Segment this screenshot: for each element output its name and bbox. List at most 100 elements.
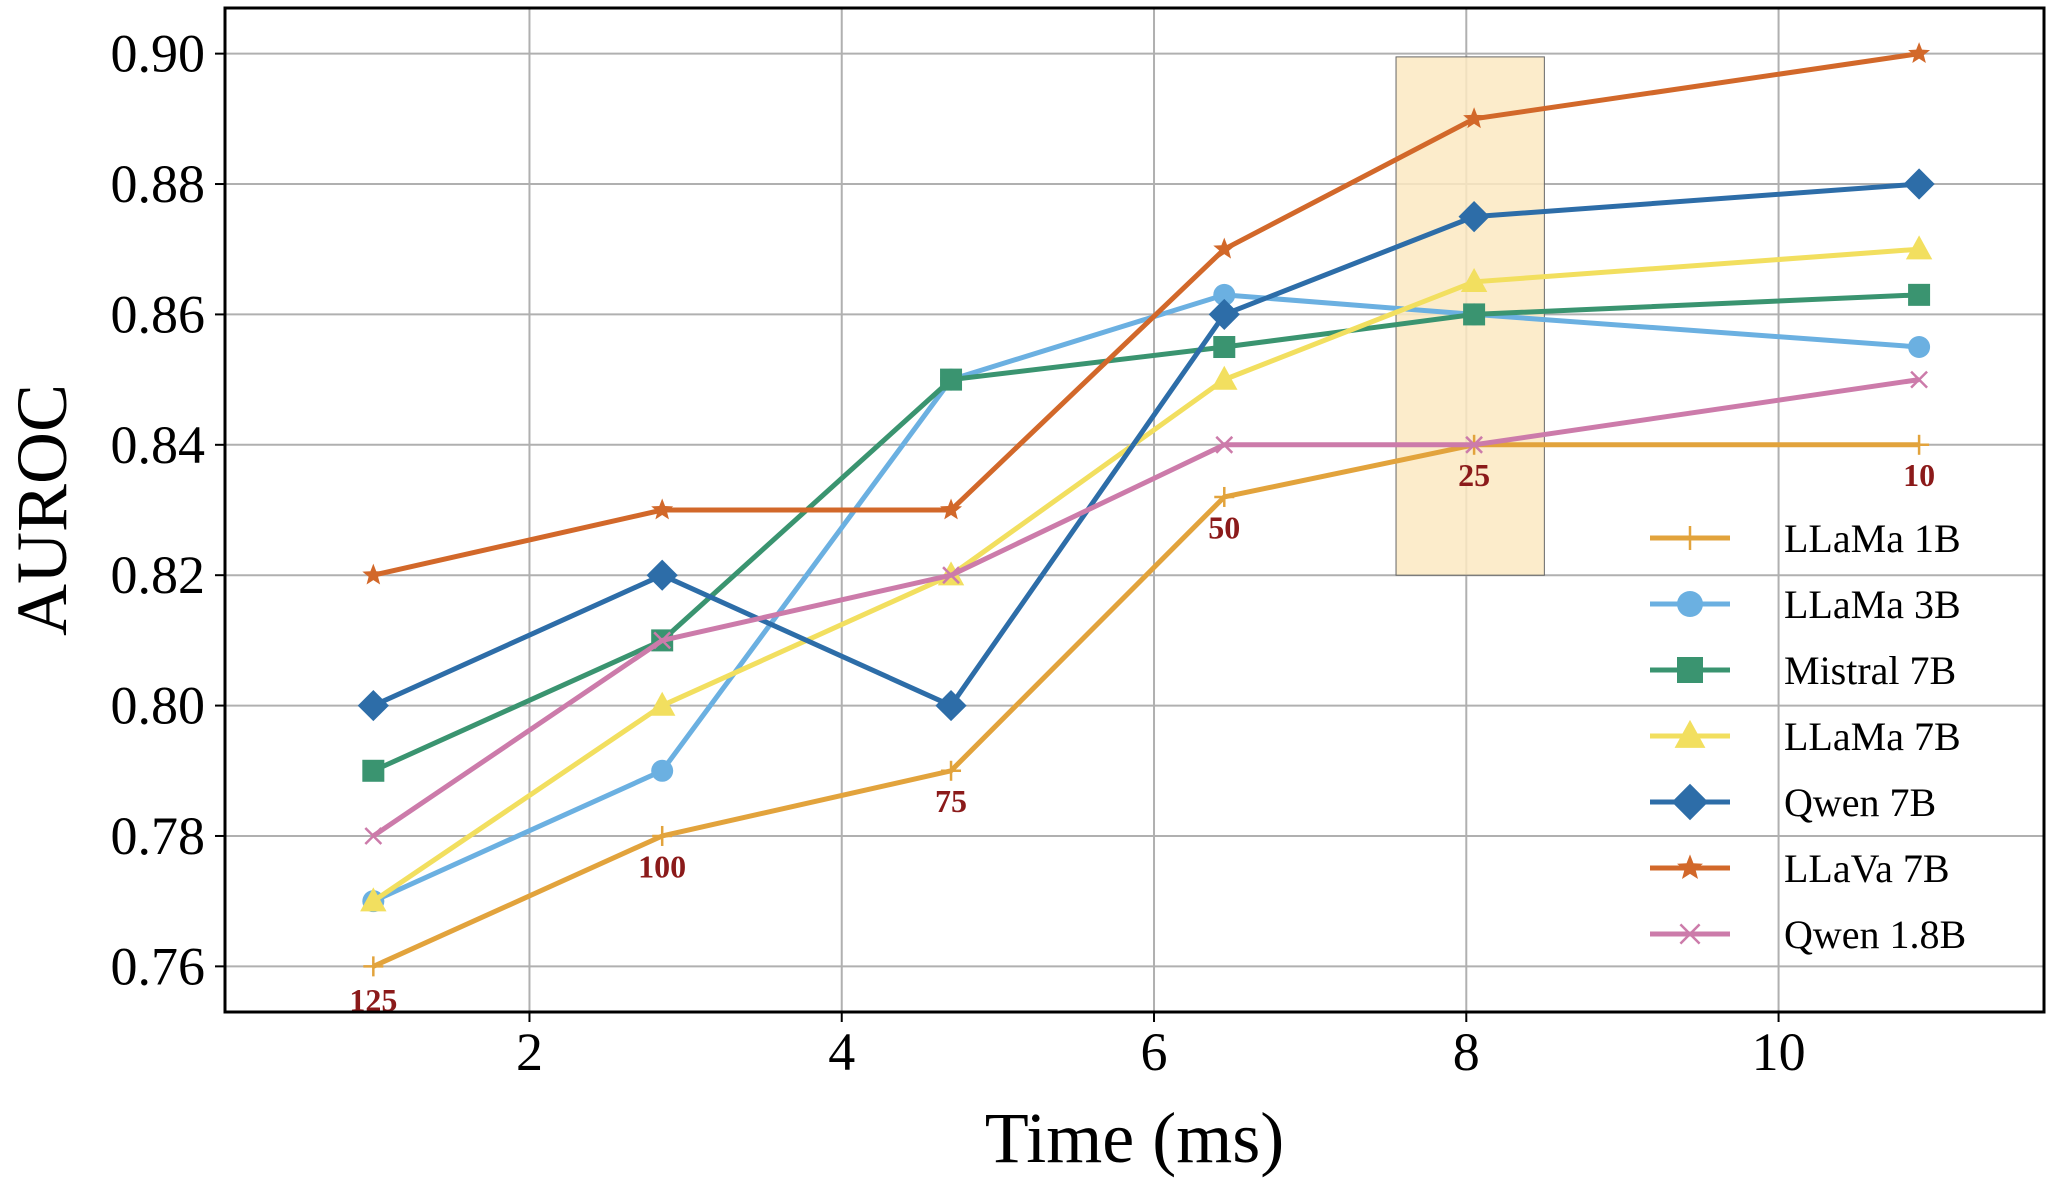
- square-marker: [362, 759, 385, 782]
- data-point: [1463, 107, 1486, 129]
- data-point: [364, 827, 383, 845]
- data-point: [940, 498, 963, 520]
- legend-label: Mistral 7B: [1784, 648, 1956, 693]
- y-tick-label: 0.82: [111, 545, 206, 605]
- diamond-marker: [1208, 298, 1240, 331]
- data-point: [941, 760, 962, 781]
- diamond-marker: [357, 689, 389, 722]
- data-point: [360, 887, 387, 912]
- legend-item: Qwen 1.8B: [1650, 912, 1966, 957]
- x-marker-b: [942, 566, 960, 585]
- square-marker: [1213, 336, 1236, 359]
- x-tick-label: 4: [828, 1022, 855, 1082]
- circle-marker: [1908, 336, 1931, 359]
- diamond-marker: [935, 689, 967, 722]
- triangle-marker: [1674, 719, 1706, 748]
- legend-marker: [1671, 783, 1709, 821]
- square-marker: [1908, 283, 1931, 306]
- x-axis-title: Time (ms): [985, 1098, 1284, 1178]
- data-point: [1910, 370, 1928, 389]
- legend-label: LLaMa 3B: [1784, 582, 1961, 627]
- axis-ticks: 2 4 6 8 10 0.76 0.78 0.80 0.82 0.84 0.86 0.88 0.90: [111, 24, 1806, 1082]
- diamond-marker: [1458, 201, 1490, 233]
- diamond-marker: [646, 559, 678, 591]
- x-marker-b: [1465, 435, 1483, 454]
- legend: LLaMa 1B LLaMa 3B Mistral 7B LLaMa 7B Qwen 7…: [1650, 516, 1966, 957]
- data-point: [1905, 235, 1933, 260]
- series-llama-1b: [363, 434, 1930, 977]
- star-marker: [1463, 107, 1486, 129]
- y-tick-label: 0.80: [111, 676, 206, 736]
- x-marker-b: [364, 827, 383, 845]
- series-line: [372, 51, 1920, 578]
- legend-marker: [1677, 591, 1703, 617]
- legend-label: LLaVa 7B: [1784, 846, 1950, 891]
- y-tick-label: 0.78: [111, 806, 206, 866]
- point-annotation: 10: [1903, 457, 1935, 493]
- data-point: [362, 563, 385, 585]
- data-point: [362, 759, 385, 782]
- triangle-marker: [648, 691, 676, 716]
- series-line: [371, 377, 1920, 839]
- triangle-marker: [360, 887, 387, 912]
- square-marker: [1463, 303, 1486, 326]
- legend-item: LLaVa 7B: [1650, 846, 1950, 891]
- series-line: [372, 292, 1920, 904]
- legend-marker: [1677, 854, 1703, 880]
- series-lines: [357, 42, 1935, 977]
- data-point: [648, 691, 676, 716]
- x-marker-b: [653, 631, 672, 650]
- data-point: [651, 759, 674, 782]
- legend-label: Qwen 1.8B: [1784, 912, 1966, 957]
- data-point: [942, 566, 960, 585]
- circle-marker: [1677, 591, 1703, 617]
- triangle-marker: [1905, 235, 1933, 260]
- x-tick-label: 8: [1453, 1022, 1480, 1082]
- point-annotation: 100: [638, 848, 686, 884]
- legend-item: LLaMa 7B: [1650, 714, 1961, 759]
- legend-item: LLaMa 3B: [1650, 582, 1961, 627]
- point-annotation: 25: [1458, 457, 1490, 493]
- point-annotation: 75: [935, 783, 967, 819]
- circle-marker: [651, 759, 674, 782]
- data-point: [1211, 365, 1238, 390]
- data-point: [1460, 268, 1488, 293]
- diamond-marker: [1671, 783, 1709, 821]
- square-marker: [1677, 657, 1703, 683]
- data-point: [651, 498, 674, 520]
- x-marker-b: [1910, 370, 1928, 389]
- triangle-marker: [1460, 268, 1488, 293]
- legend-marker: [1677, 657, 1703, 683]
- y-tick-label: 0.88: [111, 154, 206, 214]
- legend-item: Mistral 7B: [1650, 648, 1956, 693]
- star-marker: [1677, 854, 1703, 880]
- square-marker: [940, 368, 963, 391]
- x-marker-b: [1679, 923, 1701, 945]
- x-tick-label: 2: [516, 1022, 543, 1082]
- data-point: [357, 689, 389, 722]
- data-point: [1908, 336, 1931, 359]
- data-point: [1909, 434, 1930, 455]
- data-point: [1458, 201, 1490, 233]
- data-point: [652, 825, 673, 846]
- diamond-marker: [1903, 168, 1935, 200]
- legend-label: LLaMa 7B: [1784, 714, 1961, 759]
- legend-item: LLaMa 1B: [1650, 516, 1961, 561]
- star-marker: [651, 498, 674, 520]
- y-tick-label: 0.84: [111, 415, 206, 475]
- legend-label: LLaMa 1B: [1784, 516, 1961, 561]
- data-point: [363, 956, 384, 977]
- legend-label: Qwen 7B: [1784, 780, 1936, 825]
- data-point: [935, 689, 967, 722]
- series-qwen-1-8b: [364, 370, 1928, 845]
- data-point: [1214, 486, 1235, 507]
- series-llava-7b: [362, 42, 1931, 585]
- x-marker-b: [1215, 435, 1234, 454]
- y-axis-title: AUROC: [2, 384, 82, 636]
- data-point: [940, 368, 963, 391]
- data-point: [1903, 168, 1935, 200]
- data-point: [1213, 336, 1236, 359]
- point-annotation: 50: [1208, 509, 1240, 545]
- star-marker: [1908, 42, 1931, 63]
